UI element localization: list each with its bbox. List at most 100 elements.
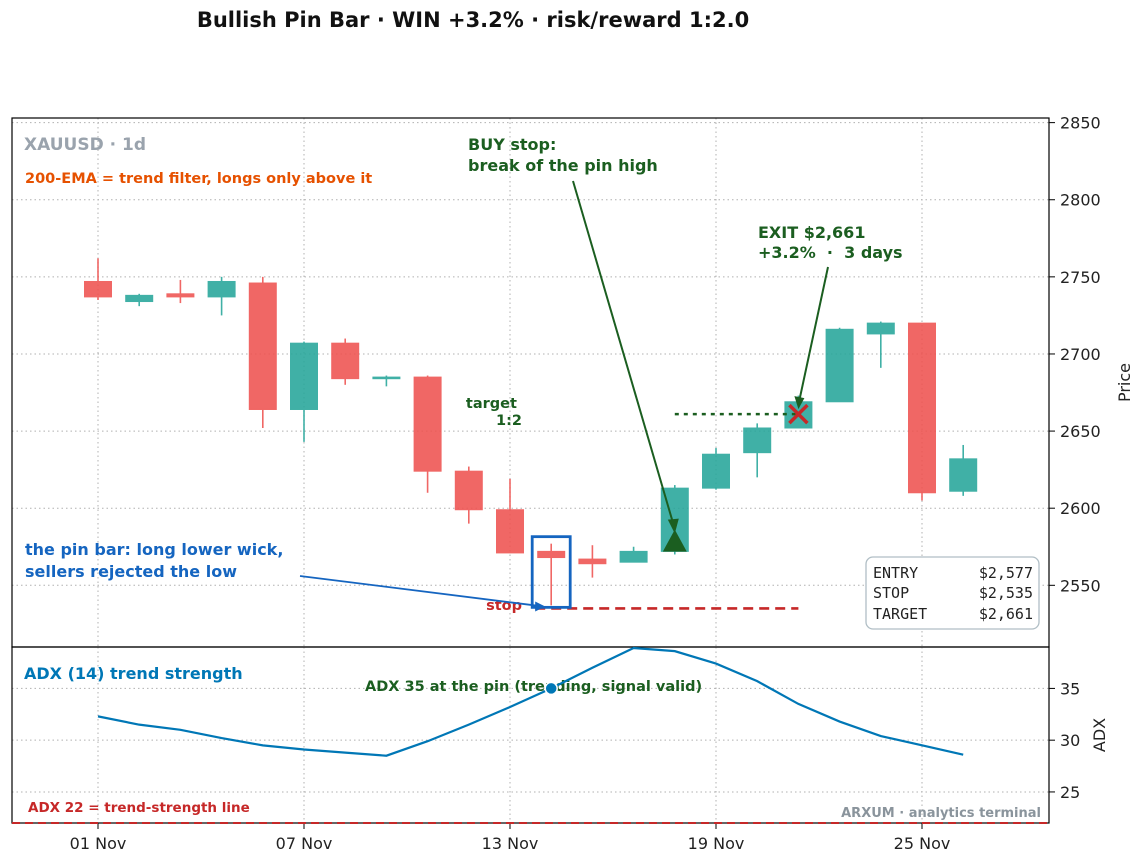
x-tick-label: 19 Nov <box>688 834 745 853</box>
candle <box>537 543 566 606</box>
adx-title: ADX (14) trend strength <box>24 664 243 683</box>
target-label-line-2: 1:2 <box>496 413 522 429</box>
chart-title: Bullish Pin Bar · WIN +3.2% · risk/rewar… <box>196 8 750 32</box>
candle <box>248 276 277 428</box>
price-tick-label: 2750 <box>1060 268 1101 287</box>
price-tick-label: 2600 <box>1060 499 1101 518</box>
adx-tick-label: 25 <box>1060 783 1080 802</box>
trade-stop-label: STOP <box>873 584 909 602</box>
adx-grid: 01 Nov 07 Nov 13 Nov 19 Nov 25 Nov 25 30 35 ADX <box>11 646 1109 853</box>
exit-marker <box>788 403 809 425</box>
candle-body <box>207 280 236 298</box>
pin-note-line-1: the pin bar: long lower wick, <box>25 540 283 559</box>
target-label-line-1: target <box>466 396 517 412</box>
adx-tick-label: 35 <box>1060 679 1080 698</box>
adx-threshold-label: ADX 22 = trend-strength line <box>28 800 250 816</box>
candle <box>702 448 730 490</box>
candle <box>619 546 648 563</box>
candle-body <box>537 550 566 559</box>
candle-body <box>454 470 483 511</box>
x-tick-label: 25 Nov <box>894 834 951 853</box>
exit-arrowhead <box>794 396 805 410</box>
candle-body <box>702 453 730 489</box>
candle-body <box>248 282 277 410</box>
pin-note-arrow <box>299 575 544 608</box>
candle-body <box>372 376 401 380</box>
candle <box>578 545 607 578</box>
candle-body <box>84 280 112 298</box>
candle <box>825 327 854 403</box>
candle-body <box>743 427 772 454</box>
chart-marks <box>12 180 1049 824</box>
candle <box>949 444 978 496</box>
x-tick-label: 13 Nov <box>482 834 539 853</box>
candle-body <box>949 458 978 492</box>
trade-target-value: $2,661 <box>979 605 1033 623</box>
trade-entry-label: ENTRY <box>873 564 918 582</box>
candle-body <box>496 509 524 554</box>
candle-body <box>825 328 854 403</box>
price-tick-label: 2700 <box>1060 345 1101 364</box>
candle-body <box>125 294 154 303</box>
price-tick-label: 2850 <box>1060 114 1101 133</box>
exit-annotation: EXIT $2,661 +3.2% · 3 days <box>758 223 903 262</box>
candle <box>207 276 236 316</box>
pin-note-arrowhead <box>535 601 546 612</box>
candle-body <box>866 322 895 335</box>
trade-entry-value: $2,577 <box>979 564 1033 582</box>
candle <box>454 466 483 524</box>
candle <box>290 341 318 442</box>
x-tick-label: 01 Nov <box>70 834 127 853</box>
trade-target-label: TARGET <box>873 605 927 623</box>
candle <box>125 293 154 307</box>
trade-stop-value: $2,535 <box>979 584 1033 602</box>
ema-note: 200-EMA = trend filter, longs only above… <box>25 171 372 187</box>
price-tick-label: 2550 <box>1060 576 1101 595</box>
candle-body <box>290 342 318 410</box>
adx-pin-note: ADX 35 at the pin (trending, signal vali… <box>365 679 702 695</box>
adx-tick-label: 30 <box>1060 731 1080 750</box>
candle <box>908 322 936 501</box>
candle <box>372 375 401 387</box>
adx-panel-frame <box>11 646 1050 824</box>
candle <box>413 375 442 493</box>
candle-body <box>578 558 607 565</box>
pin-note-line-2: sellers rejected the low <box>25 562 237 581</box>
candle-body <box>331 342 360 380</box>
buy-arrowhead <box>667 518 679 534</box>
exit-annotation-line-2: +3.2% · 3 days <box>758 243 903 262</box>
buy-annotation-line-1: BUY stop: <box>468 135 556 154</box>
candle-body <box>908 322 936 494</box>
exit-arrow <box>798 266 829 401</box>
candle <box>84 258 112 300</box>
price-tick-label: 2650 <box>1060 422 1101 441</box>
candle-body <box>413 376 442 472</box>
candle <box>866 321 895 368</box>
adx-axis-label: ADX <box>1090 718 1109 752</box>
exit-annotation-line-1: EXIT $2,661 <box>758 223 865 242</box>
entry-marker <box>662 529 687 552</box>
buy-annotation-line-2: break of the pin high <box>468 156 658 175</box>
candle <box>743 423 772 478</box>
price-tick-label: 2800 <box>1060 191 1101 210</box>
adx-series-line <box>97 646 964 757</box>
candle <box>166 279 195 304</box>
buy-annotation: BUY stop: break of the pin high <box>468 135 658 175</box>
watermark: ARXUM · analytics terminal <box>841 806 1041 821</box>
pin-note: the pin bar: long lower wick, sellers re… <box>25 540 289 581</box>
buy-arrow <box>572 180 675 526</box>
symbol-label: XAUUSD · 1d <box>24 135 146 155</box>
exit-marker-stroke <box>788 403 809 425</box>
price-axis-label: Price <box>1115 363 1134 402</box>
candle <box>496 478 524 554</box>
candle <box>331 338 360 385</box>
price-grid: 2550 2600 2650 2700 2750 2800 2850 Price <box>11 114 1134 648</box>
adx-pin-point <box>544 681 558 696</box>
x-tick-label: 07 Nov <box>276 834 333 853</box>
pin-bar-highlight <box>530 535 572 609</box>
candle-body <box>619 550 648 563</box>
candle-body <box>166 293 195 298</box>
target-label: target 1:2 <box>466 396 522 429</box>
trade-box: ENTRY $2,577 STOP $2,535 TARGET $2,661 <box>865 556 1040 630</box>
